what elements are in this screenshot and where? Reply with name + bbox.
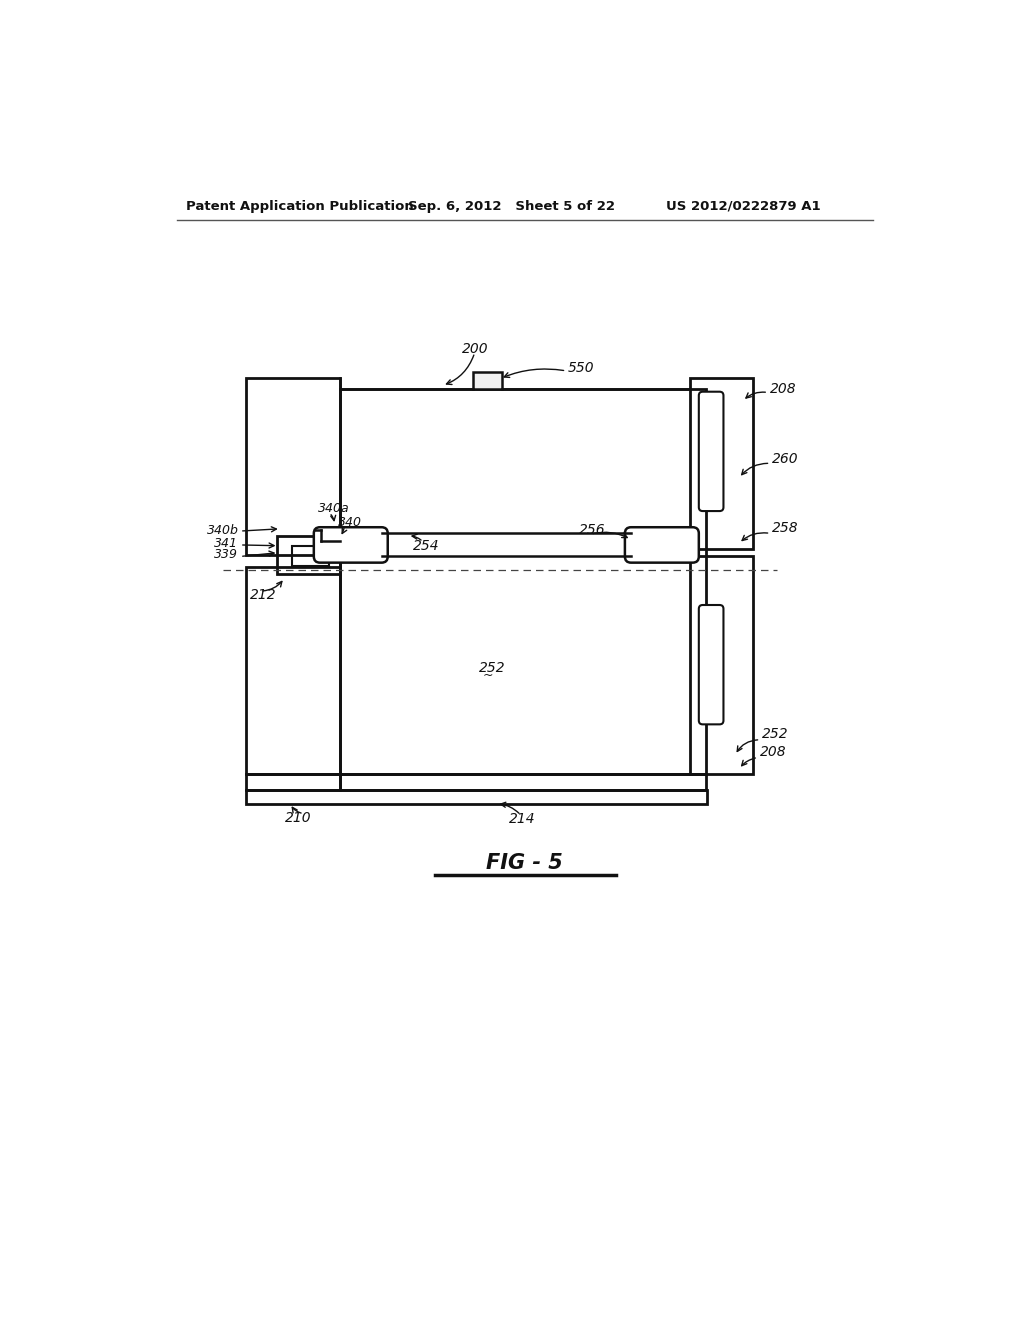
- Text: 339: 339: [214, 548, 239, 561]
- Text: 210: 210: [285, 812, 311, 825]
- Text: 252: 252: [762, 727, 788, 742]
- Text: 208: 208: [770, 383, 797, 396]
- Text: 260: 260: [772, 451, 799, 466]
- Bar: [246, 775, 340, 789]
- Text: 256: 256: [579, 523, 605, 536]
- Bar: [246, 378, 340, 554]
- Text: US 2012/0222879 A1: US 2012/0222879 A1: [666, 199, 820, 213]
- Bar: [292, 545, 330, 566]
- Text: 340b: 340b: [207, 524, 239, 537]
- Bar: [689, 557, 753, 775]
- Text: 214: 214: [509, 812, 536, 826]
- Text: 208: 208: [760, 744, 786, 759]
- Text: 340a: 340a: [317, 502, 349, 515]
- Text: 340: 340: [339, 516, 362, 529]
- Bar: [340, 389, 706, 775]
- FancyBboxPatch shape: [625, 527, 698, 562]
- FancyBboxPatch shape: [313, 527, 388, 562]
- Text: Patent Application Publication: Patent Application Publication: [186, 199, 414, 213]
- Text: 212: 212: [250, 587, 276, 602]
- Bar: [246, 789, 707, 804]
- Text: 200: 200: [462, 342, 488, 356]
- Text: 258: 258: [772, 521, 799, 535]
- Bar: [340, 775, 706, 789]
- Text: 254: 254: [413, 539, 439, 553]
- Bar: [473, 372, 503, 389]
- FancyBboxPatch shape: [698, 605, 724, 725]
- Bar: [246, 566, 340, 775]
- FancyBboxPatch shape: [698, 392, 724, 511]
- Text: 341: 341: [214, 537, 239, 550]
- Text: Sep. 6, 2012   Sheet 5 of 22: Sep. 6, 2012 Sheet 5 of 22: [408, 199, 614, 213]
- Text: 550: 550: [568, 360, 595, 375]
- Text: ~: ~: [482, 669, 493, 682]
- Text: FIG - 5: FIG - 5: [486, 853, 563, 873]
- Text: 252: 252: [479, 661, 506, 675]
- Bar: [276, 536, 340, 574]
- Bar: [689, 378, 753, 549]
